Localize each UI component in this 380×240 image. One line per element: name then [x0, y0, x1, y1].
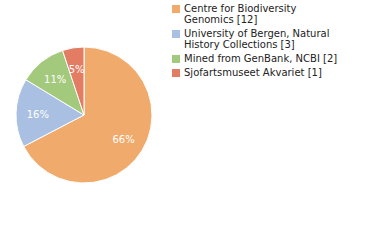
data-label: 66%	[112, 134, 134, 145]
legend-swatch	[172, 5, 180, 13]
legend: Centre for BiodiversityGenomics [12] Univ…	[172, 3, 337, 78]
legend-label: Centre for BiodiversityGenomics [12]	[184, 3, 297, 25]
legend-swatch	[172, 55, 180, 63]
legend-label: Sjofartsmuseet Akvariet [1]	[184, 67, 322, 78]
pie	[16, 47, 152, 183]
data-label: 11%	[44, 74, 66, 85]
legend-label: University of Bergen, NaturalHistory Col…	[184, 28, 329, 50]
data-labels: 66% 16% 11%5%	[27, 64, 135, 145]
data-label: 16%	[27, 109, 49, 120]
legend-swatch	[172, 30, 180, 38]
chart: 66% 16% 11%5% Centre for BiodiversityGenomi…	[0, 0, 380, 240]
pie-slice	[24, 47, 152, 183]
legend-swatch	[172, 69, 180, 77]
legend-label: Mined from GenBank, NCBI [2]	[184, 53, 337, 64]
data-label: 5%	[69, 64, 85, 75]
